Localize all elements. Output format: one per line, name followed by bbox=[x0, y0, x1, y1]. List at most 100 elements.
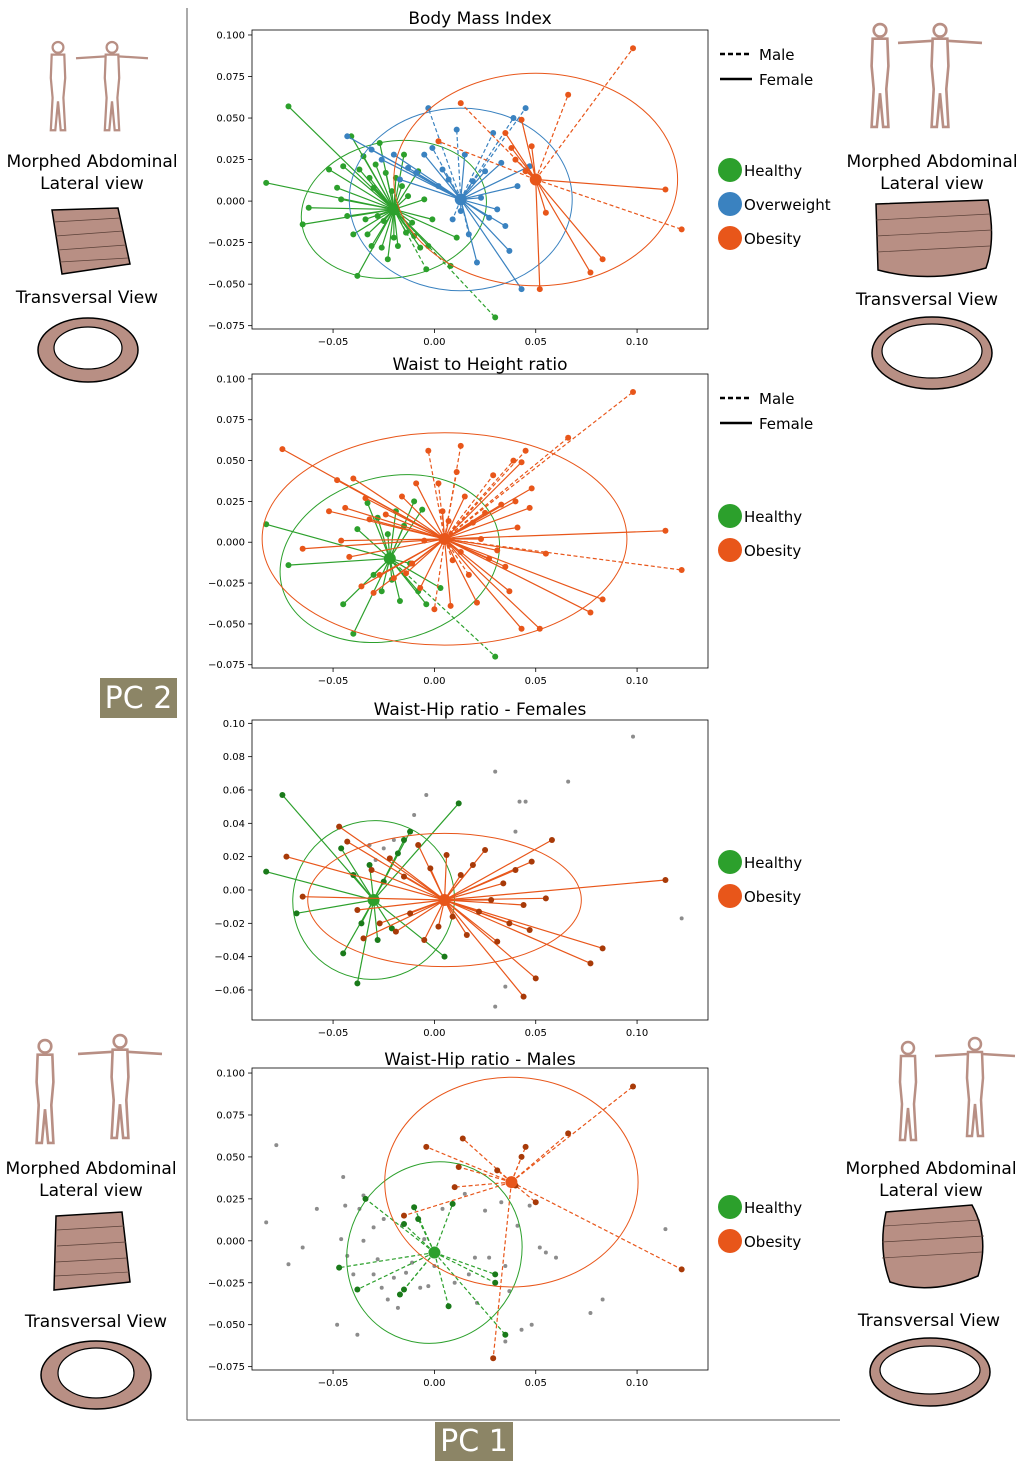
obesity-point bbox=[630, 388, 637, 395]
healthy-point bbox=[354, 1286, 361, 1293]
overweight-point bbox=[490, 129, 497, 136]
healthy-spoke bbox=[434, 1252, 496, 1284]
y-tick-label: −0.050 bbox=[208, 280, 245, 291]
obesity-point bbox=[401, 873, 407, 880]
obesity-point bbox=[457, 100, 464, 107]
obesity-point bbox=[334, 477, 341, 484]
y-tick-label: 0.075 bbox=[216, 415, 245, 426]
background-point bbox=[375, 1257, 380, 1262]
overweight-confidence-ellipse bbox=[348, 107, 573, 292]
obesity-point bbox=[409, 560, 416, 567]
obesity-point bbox=[542, 895, 549, 902]
healthy-point bbox=[396, 1291, 403, 1298]
healthy-legend-label: Healthy bbox=[744, 1199, 802, 1217]
healthy-point bbox=[340, 163, 347, 170]
chart-title: Body Mass Index bbox=[408, 9, 551, 29]
plot-area bbox=[261, 388, 685, 660]
obesity-spoke bbox=[371, 869, 445, 901]
healthy-point bbox=[492, 653, 499, 660]
background-point bbox=[566, 779, 571, 784]
obesity-point bbox=[425, 447, 432, 454]
label-transversal: Transversal View bbox=[857, 1311, 1001, 1331]
obesity-point bbox=[336, 823, 343, 830]
y-tick-label: 0.000 bbox=[216, 538, 245, 549]
obesity-point bbox=[427, 865, 434, 872]
healthy-point bbox=[447, 262, 454, 269]
top-left-transversal-label: Transversal View bbox=[0, 287, 174, 309]
healthy-point bbox=[441, 953, 448, 960]
healthy-spoke bbox=[353, 208, 395, 235]
obesity-spoke bbox=[419, 538, 446, 589]
overweight-spoke bbox=[460, 162, 502, 200]
obesity-point bbox=[459, 1135, 466, 1142]
background-point bbox=[537, 1245, 542, 1250]
obesity-point bbox=[455, 1163, 462, 1170]
obesity-spoke bbox=[535, 178, 666, 191]
obesity-spoke bbox=[444, 460, 514, 540]
overweight-point bbox=[439, 166, 446, 173]
healthy-spoke bbox=[389, 558, 496, 658]
healthy-spoke bbox=[403, 1223, 435, 1253]
axes-frame bbox=[251, 373, 709, 669]
obesity-spoke bbox=[511, 1181, 537, 1203]
obesity-point bbox=[376, 920, 383, 927]
background-point bbox=[487, 1255, 492, 1260]
healthy-spoke bbox=[356, 899, 375, 984]
obesity-point bbox=[500, 880, 507, 887]
overweight-point bbox=[522, 105, 529, 112]
obesity-point bbox=[344, 838, 351, 845]
healthy-point bbox=[411, 1204, 418, 1211]
obesity-spoke bbox=[444, 899, 525, 998]
background-point bbox=[493, 1004, 498, 1009]
x-tick-label: 0.05 bbox=[525, 1378, 547, 1389]
obesity-spoke bbox=[444, 899, 530, 931]
obesity-point bbox=[506, 588, 513, 595]
healthy-spoke bbox=[308, 207, 394, 210]
overweight-point bbox=[510, 115, 517, 122]
obesity-legend-label: Obesity bbox=[744, 230, 801, 248]
healthy-legend-label: Healthy bbox=[744, 854, 802, 872]
obesity-spoke bbox=[405, 538, 445, 574]
obesity-spoke bbox=[462, 1138, 512, 1183]
background-point bbox=[515, 1223, 520, 1228]
healthy-point bbox=[338, 196, 345, 203]
healthy-point bbox=[370, 184, 377, 191]
healthy-spoke bbox=[393, 170, 419, 210]
healthy-spoke bbox=[336, 187, 395, 210]
chart-panel-4: Waist-Hip ratio - Males −0.05 0.00 0.05 0.10… bbox=[208, 1050, 802, 1389]
bottom-left-transversal-label: Transversal View bbox=[8, 1311, 184, 1333]
healthy-point bbox=[285, 103, 292, 110]
obesity-spoke bbox=[443, 538, 452, 606]
overweight-legend-marker bbox=[718, 192, 742, 216]
obesity-point bbox=[599, 256, 606, 263]
body-silhouette-icon bbox=[934, 1036, 1016, 1138]
background-point bbox=[424, 793, 429, 797]
obesity-legend-label: Obesity bbox=[744, 542, 801, 560]
background-point bbox=[339, 1237, 344, 1242]
obesity-point bbox=[439, 508, 446, 515]
background-point bbox=[543, 1250, 548, 1255]
healthy-point bbox=[368, 242, 375, 249]
background-point bbox=[412, 813, 417, 817]
healthy-point bbox=[340, 950, 347, 957]
healthy-spoke bbox=[373, 802, 460, 901]
overweight-spoke bbox=[460, 199, 470, 235]
obesity-point bbox=[532, 1199, 539, 1206]
healthy-point bbox=[263, 868, 270, 875]
label-line2: Lateral view bbox=[40, 174, 144, 194]
obesity-point bbox=[510, 457, 517, 464]
background-point bbox=[529, 1322, 534, 1327]
obesity-point bbox=[630, 1083, 637, 1090]
healthy-point bbox=[366, 174, 373, 181]
obesity-point bbox=[338, 537, 345, 544]
healthy-point bbox=[429, 216, 436, 223]
healthy-point bbox=[390, 234, 397, 241]
background-point bbox=[371, 1272, 376, 1277]
overweight-point bbox=[473, 259, 480, 266]
background-point bbox=[499, 1200, 504, 1205]
overweight-point bbox=[425, 105, 432, 112]
obesity-point bbox=[494, 1167, 501, 1174]
obesity-point bbox=[435, 923, 442, 930]
obesity-centroid bbox=[529, 173, 542, 186]
obesity-legend-label: Obesity bbox=[744, 1233, 801, 1251]
